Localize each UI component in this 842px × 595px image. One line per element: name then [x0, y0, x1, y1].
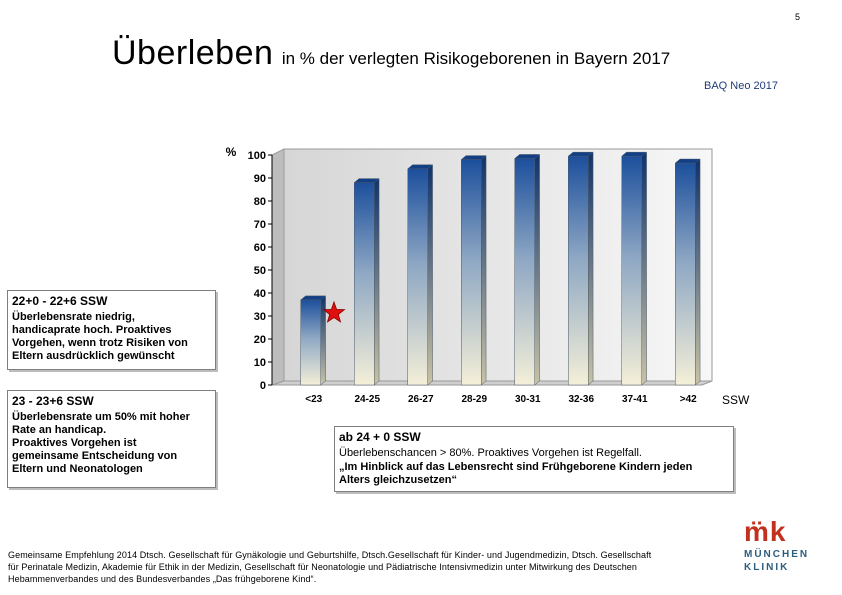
title-main: Überleben [112, 34, 274, 72]
y-tick-label: 10 [254, 357, 266, 369]
info-box-quote: „Im Hinblick auf das Lebensrecht sind Fr… [339, 461, 693, 486]
x-tick-label: <23 [305, 394, 322, 405]
star-marker-icon [322, 300, 346, 323]
logo-wordmark: MÜNCHEN KLINIK [744, 549, 810, 573]
bar-front [568, 155, 589, 386]
info-box-text: Überlebenschancen > 80%. Proaktives Vorg… [339, 447, 642, 459]
chart-back-wall [283, 148, 713, 382]
bar-side [481, 155, 487, 386]
bar-top [300, 295, 327, 301]
bar-front [675, 162, 696, 386]
bar-front [461, 159, 482, 386]
y-tick-label: 50 [254, 265, 266, 277]
bar-front [621, 155, 642, 386]
y-tick-label: 20 [254, 334, 266, 346]
page-title: Überleben in % der verlegten Risikogebor… [112, 34, 670, 73]
bar-side [641, 151, 647, 386]
bar-top [674, 158, 701, 164]
info-box-heading: 22+0 - 22+6 SSW [12, 294, 108, 308]
muenchen-klinik-logo: m̈k MÜNCHEN KLINIK [744, 518, 824, 574]
y-tick-label: 40 [254, 288, 266, 300]
x-tick-label: 37-41 [622, 394, 648, 405]
bar-side [427, 164, 433, 386]
x-tick-label: 32-36 [568, 394, 594, 405]
footer-reference: Gemeinsame Empfehlung 2014 Dtsch. Gesell… [8, 550, 652, 584]
bar-side [534, 153, 540, 386]
info-box-heading: ab 24 + 0 SSW [339, 430, 421, 444]
bar-top [407, 164, 434, 170]
x-tick-label: 26-27 [408, 394, 434, 405]
y-tick-label: 70 [254, 219, 266, 231]
bar-top [567, 151, 594, 157]
x-tick-label: >42 [680, 394, 697, 405]
bar-top [621, 151, 648, 157]
y-axis-label: % [226, 145, 237, 159]
info-box-22-ssw: 22+0 - 22+6 SSW Überlebensrate niedrig, h… [7, 290, 216, 370]
x-tick-label: 30-31 [515, 394, 541, 405]
bar-front [354, 182, 375, 386]
bar-front [407, 168, 428, 386]
info-box-24-ssw: ab 24 + 0 SSW Überlebenschancen > 80%. P… [334, 426, 734, 492]
y-tick-label: 0 [260, 380, 266, 392]
logo-mark: m̈k [744, 516, 787, 547]
y-tick-label: 90 [254, 173, 266, 185]
y-tick-label: 30 [254, 311, 266, 323]
bar-side [588, 151, 594, 386]
x-tick-label: 28-29 [461, 394, 487, 405]
bar-side [374, 178, 380, 386]
bar-top [460, 155, 487, 160]
bar-top [353, 178, 380, 183]
bar-front [300, 299, 321, 386]
bar-top [514, 154, 541, 159]
bar-front [514, 158, 535, 386]
info-box-text: Überlebensrate niedrig, handicaprate hoch… [12, 311, 188, 362]
y-tick-label: 60 [254, 242, 266, 254]
y-tick-label: 100 [248, 150, 266, 162]
source-note: BAQ Neo 2017 [704, 80, 778, 92]
bar-side [695, 158, 701, 386]
info-box-23-ssw: 23 - 23+6 SSW Überlebensrate um 50% mit … [7, 390, 216, 488]
chart-side-wall [271, 148, 285, 386]
x-tick-label: 24-25 [354, 394, 380, 405]
title-subtitle: in % der verlegten Risikogeborenen in Ba… [281, 49, 671, 68]
page-number: 5 [794, 12, 800, 22]
info-box-text: Überlebensrate um 50% mit hoher Rate an h… [12, 411, 190, 475]
y-tick-label: 80 [254, 196, 266, 208]
x-axis-unit-label: SSW [722, 393, 750, 407]
info-box-heading: 23 - 23+6 SSW [12, 394, 94, 408]
